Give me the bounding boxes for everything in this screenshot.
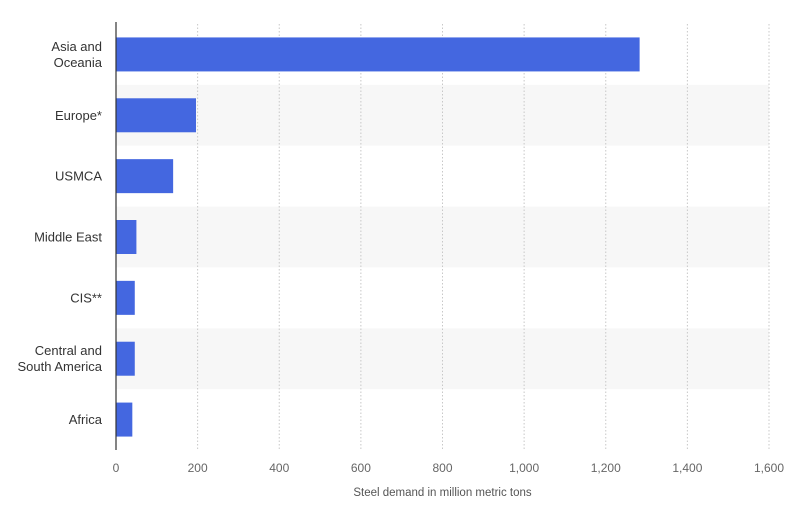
bars (116, 37, 640, 437)
x-tick-label: 1,600 (754, 461, 784, 475)
x-tick-labels: 0 200 400 600 800 1,000 1,200 1,400 1,600 (113, 461, 785, 475)
category-label: Middle East (34, 230, 102, 245)
category-label: CIS** (70, 290, 102, 305)
category-label: Asia and Oceania (51, 39, 102, 70)
x-tick-label: 1,200 (591, 461, 621, 475)
bar[interactable] (116, 402, 133, 437)
x-tick-label: 200 (188, 461, 208, 475)
x-axis-title: Steel demand in million metric tons (353, 487, 532, 499)
row-band (116, 328, 769, 390)
x-tick-label: 0 (113, 461, 120, 475)
x-tick-label: 800 (432, 461, 452, 475)
bar[interactable] (116, 98, 196, 133)
x-tick-label: 1,000 (509, 461, 539, 475)
category-label: USMCA (55, 169, 102, 184)
row-band (116, 206, 769, 268)
category-label: Europe* (55, 108, 102, 123)
bar[interactable] (116, 37, 640, 72)
category-labels: Asia and Oceania Europe* USMCA Middle East CI… (17, 39, 102, 427)
bar[interactable] (116, 159, 174, 194)
bar[interactable] (116, 341, 135, 376)
category-label: Central and South America (17, 343, 102, 374)
category-label: Africa (69, 412, 103, 427)
gridlines (197, 24, 770, 450)
x-tick-label: 600 (351, 461, 371, 475)
bar[interactable] (116, 280, 135, 315)
x-tick-label: 1,400 (672, 461, 702, 475)
bar[interactable] (116, 220, 137, 254)
x-tick-label: 400 (269, 461, 289, 475)
